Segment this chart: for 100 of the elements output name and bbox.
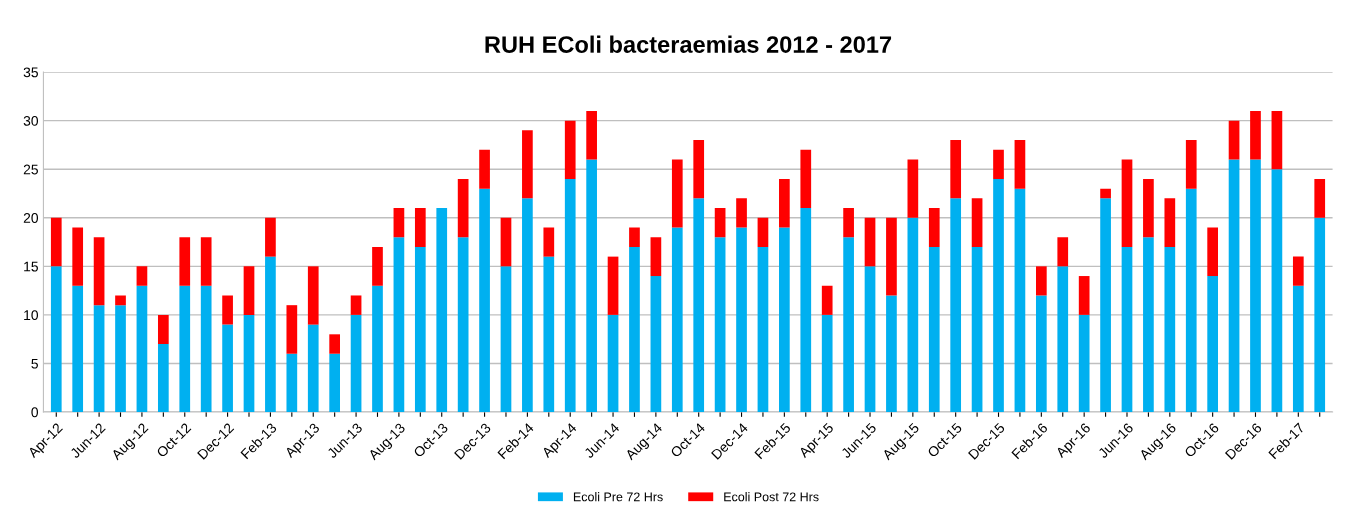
legend-label: Ecoli Post 72 Hrs — [724, 492, 819, 502]
bar — [1185, 140, 1197, 189]
bar — [414, 246, 426, 412]
bar — [543, 227, 555, 257]
bar — [1014, 140, 1026, 189]
bar — [736, 227, 747, 412]
bar — [736, 198, 747, 228]
bar — [757, 217, 769, 247]
bar — [993, 178, 1004, 412]
bar — [1121, 246, 1133, 412]
bar — [950, 198, 962, 412]
bar — [543, 256, 555, 412]
bar — [393, 237, 405, 412]
bar — [50, 217, 62, 267]
bar — [1228, 159, 1240, 412]
y-tick-label: 20 — [23, 213, 39, 223]
bar — [457, 178, 469, 238]
bar — [650, 237, 662, 277]
bar — [843, 208, 854, 238]
bar — [500, 266, 512, 412]
bar — [200, 285, 212, 412]
bar — [436, 208, 448, 412]
bar — [607, 314, 619, 412]
bar — [393, 208, 405, 238]
bar — [1207, 276, 1219, 412]
y-tick-label: 25 — [23, 164, 38, 175]
bar — [971, 198, 983, 247]
bar — [115, 295, 126, 306]
bar — [372, 285, 383, 412]
bar — [329, 334, 341, 354]
bar — [671, 227, 683, 412]
bar — [928, 246, 940, 412]
bar — [222, 324, 233, 412]
bar — [500, 217, 512, 267]
bar — [1164, 198, 1176, 247]
bar — [222, 295, 233, 325]
bar — [329, 353, 341, 412]
bar — [714, 208, 726, 238]
bar — [72, 285, 84, 412]
bar — [607, 256, 619, 315]
bar — [307, 266, 319, 325]
bar — [1100, 188, 1111, 199]
bar — [265, 256, 276, 412]
bar — [864, 266, 876, 412]
bar — [157, 314, 169, 345]
bar — [350, 314, 362, 412]
bar — [72, 227, 84, 286]
bar — [629, 227, 640, 247]
bar — [1228, 120, 1240, 160]
bar — [886, 217, 897, 296]
bar — [1143, 237, 1154, 412]
bar — [479, 149, 490, 189]
bar — [693, 198, 705, 412]
bar — [907, 159, 919, 218]
bar — [907, 217, 919, 412]
bar — [1078, 276, 1090, 315]
bar — [564, 120, 576, 179]
bar — [200, 237, 212, 286]
bar — [800, 149, 812, 209]
bar — [243, 314, 255, 412]
bar — [779, 227, 790, 412]
bar — [414, 208, 426, 247]
bar — [179, 237, 191, 286]
bar — [950, 140, 962, 199]
bar — [522, 198, 533, 412]
bar — [586, 159, 597, 412]
bar — [1292, 285, 1304, 412]
bar — [1121, 159, 1133, 247]
bar — [650, 276, 662, 412]
bar — [1292, 256, 1304, 286]
bar — [1271, 169, 1283, 412]
bar — [586, 110, 597, 160]
bar — [457, 237, 469, 412]
bar — [800, 208, 812, 412]
bar — [993, 149, 1004, 179]
y-tick-label: 15 — [24, 261, 38, 272]
bar — [757, 246, 769, 412]
bar — [479, 188, 490, 412]
bar — [1143, 178, 1154, 238]
bar — [136, 266, 148, 286]
y-tick-label: 30 — [23, 115, 39, 126]
legend-label: Ecoli Pre 72 Hrs — [573, 492, 663, 502]
bar — [1014, 188, 1026, 412]
bar — [1314, 217, 1326, 412]
bar — [864, 217, 876, 267]
bar — [93, 237, 105, 306]
bar — [50, 266, 62, 412]
bar — [1250, 159, 1261, 412]
bar — [693, 140, 705, 199]
y-tick-label: 0 — [31, 407, 39, 418]
y-tick-label: 35 — [23, 67, 38, 78]
bar — [1100, 198, 1111, 412]
bar — [115, 305, 126, 412]
bar — [286, 305, 298, 354]
bar — [671, 159, 683, 228]
bar — [714, 237, 726, 412]
bar — [821, 285, 833, 315]
bar — [1035, 295, 1047, 412]
bar — [1207, 227, 1219, 277]
bar — [286, 353, 298, 412]
